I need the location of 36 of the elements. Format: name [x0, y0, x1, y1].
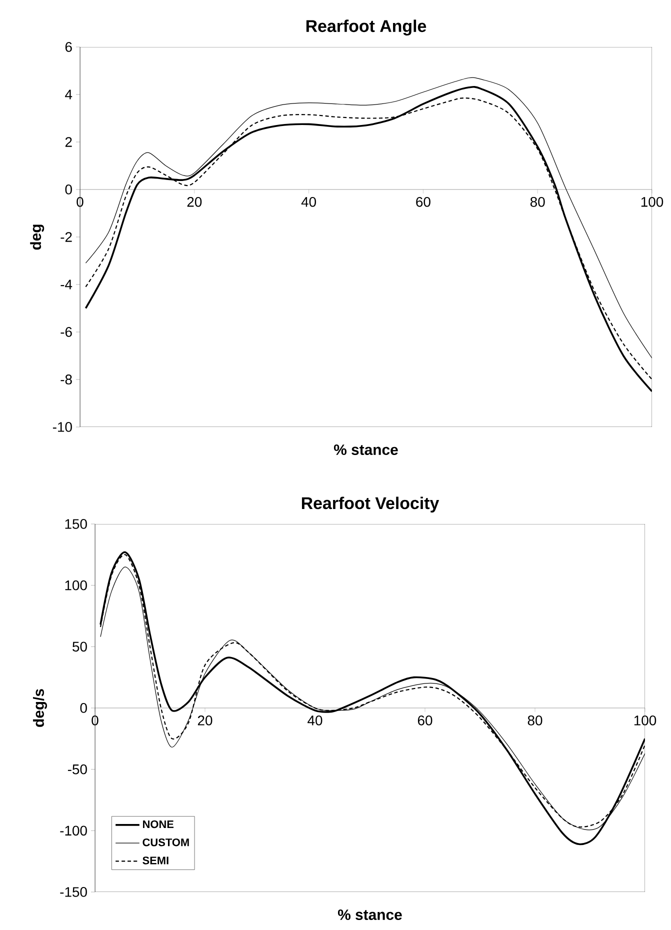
y-tick-label: -100 — [60, 826, 87, 836]
chart-title: Rearfoot Velocity — [302, 496, 440, 512]
y-tick-label: -4 — [60, 280, 72, 290]
x-axis-title: % stance — [338, 909, 402, 920]
y-tick-label: 0 — [65, 184, 72, 194]
y-tick-label: -6 — [60, 327, 72, 337]
x-tick-label: 100 — [641, 196, 664, 207]
y-tick-label: 2 — [65, 137, 72, 147]
y-tick-label: 100 — [65, 580, 87, 590]
x-axis-title: % stance — [334, 444, 398, 455]
x-tick-label: 40 — [308, 715, 322, 726]
legend-label: CUSTOM — [142, 838, 189, 846]
x-tick-label: 100 — [634, 715, 656, 726]
y-tick-label: -10 — [52, 422, 72, 432]
legend-label: NONE — [143, 820, 174, 828]
y-axis-title: deg — [30, 224, 44, 250]
x-tick-label: 20 — [187, 196, 202, 207]
x-tick-label: 80 — [528, 715, 542, 726]
y-tick-label: -150 — [60, 887, 87, 897]
x-tick-label: 0 — [92, 715, 98, 726]
chart-title: Rearfoot Angle — [306, 20, 426, 36]
y-tick-label: -2 — [60, 232, 72, 242]
x-tick-label: 60 — [418, 715, 432, 726]
y-tick-label: 6 — [65, 42, 72, 52]
y-tick-label: -8 — [60, 374, 72, 384]
x-tick-label: 60 — [416, 196, 430, 207]
legend-label: SEMI — [142, 856, 168, 864]
y-tick-label: -50 — [68, 764, 87, 774]
y-tick-label: 150 — [65, 519, 87, 529]
y-tick-label: 0 — [80, 703, 87, 713]
x-tick-label: 40 — [301, 196, 316, 207]
y-tick-label: 50 — [72, 642, 87, 652]
y-axis-title: deg/s — [33, 689, 47, 727]
y-tick-label: 4 — [65, 90, 72, 100]
x-tick-label: 80 — [530, 196, 545, 207]
x-tick-label: 20 — [198, 715, 212, 726]
